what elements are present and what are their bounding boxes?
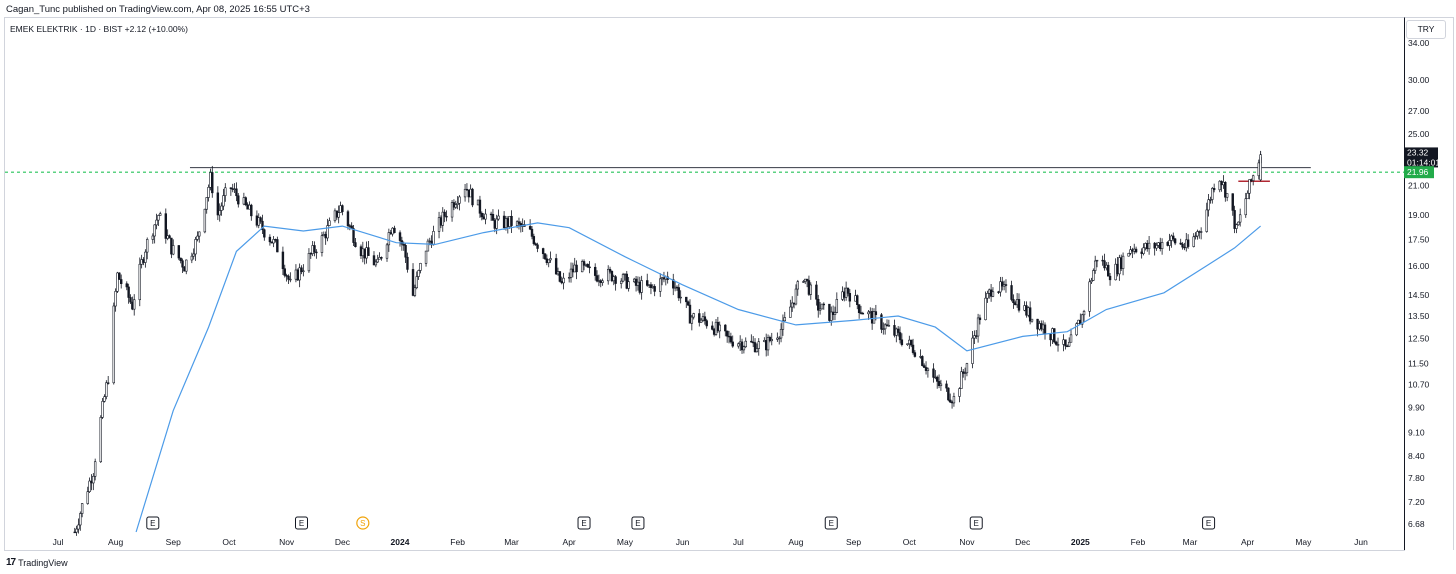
currency-button[interactable]: TRY — [1406, 20, 1446, 39]
price-axis[interactable] — [1404, 17, 1454, 550]
publisher-header: Cagan_Tunc published on TradingView.com,… — [6, 4, 310, 15]
tradingview-wordmark: TradingView — [18, 557, 68, 568]
footer-brand[interactable]: 17 TradingView — [6, 557, 68, 568]
chart-area[interactable] — [4, 17, 1405, 551]
tradingview-logo-icon: 17 — [6, 557, 16, 568]
symbol-legend: EMEK ELEKTRIK · 1D · BIST +2.12 (+10.00%… — [10, 24, 188, 34]
